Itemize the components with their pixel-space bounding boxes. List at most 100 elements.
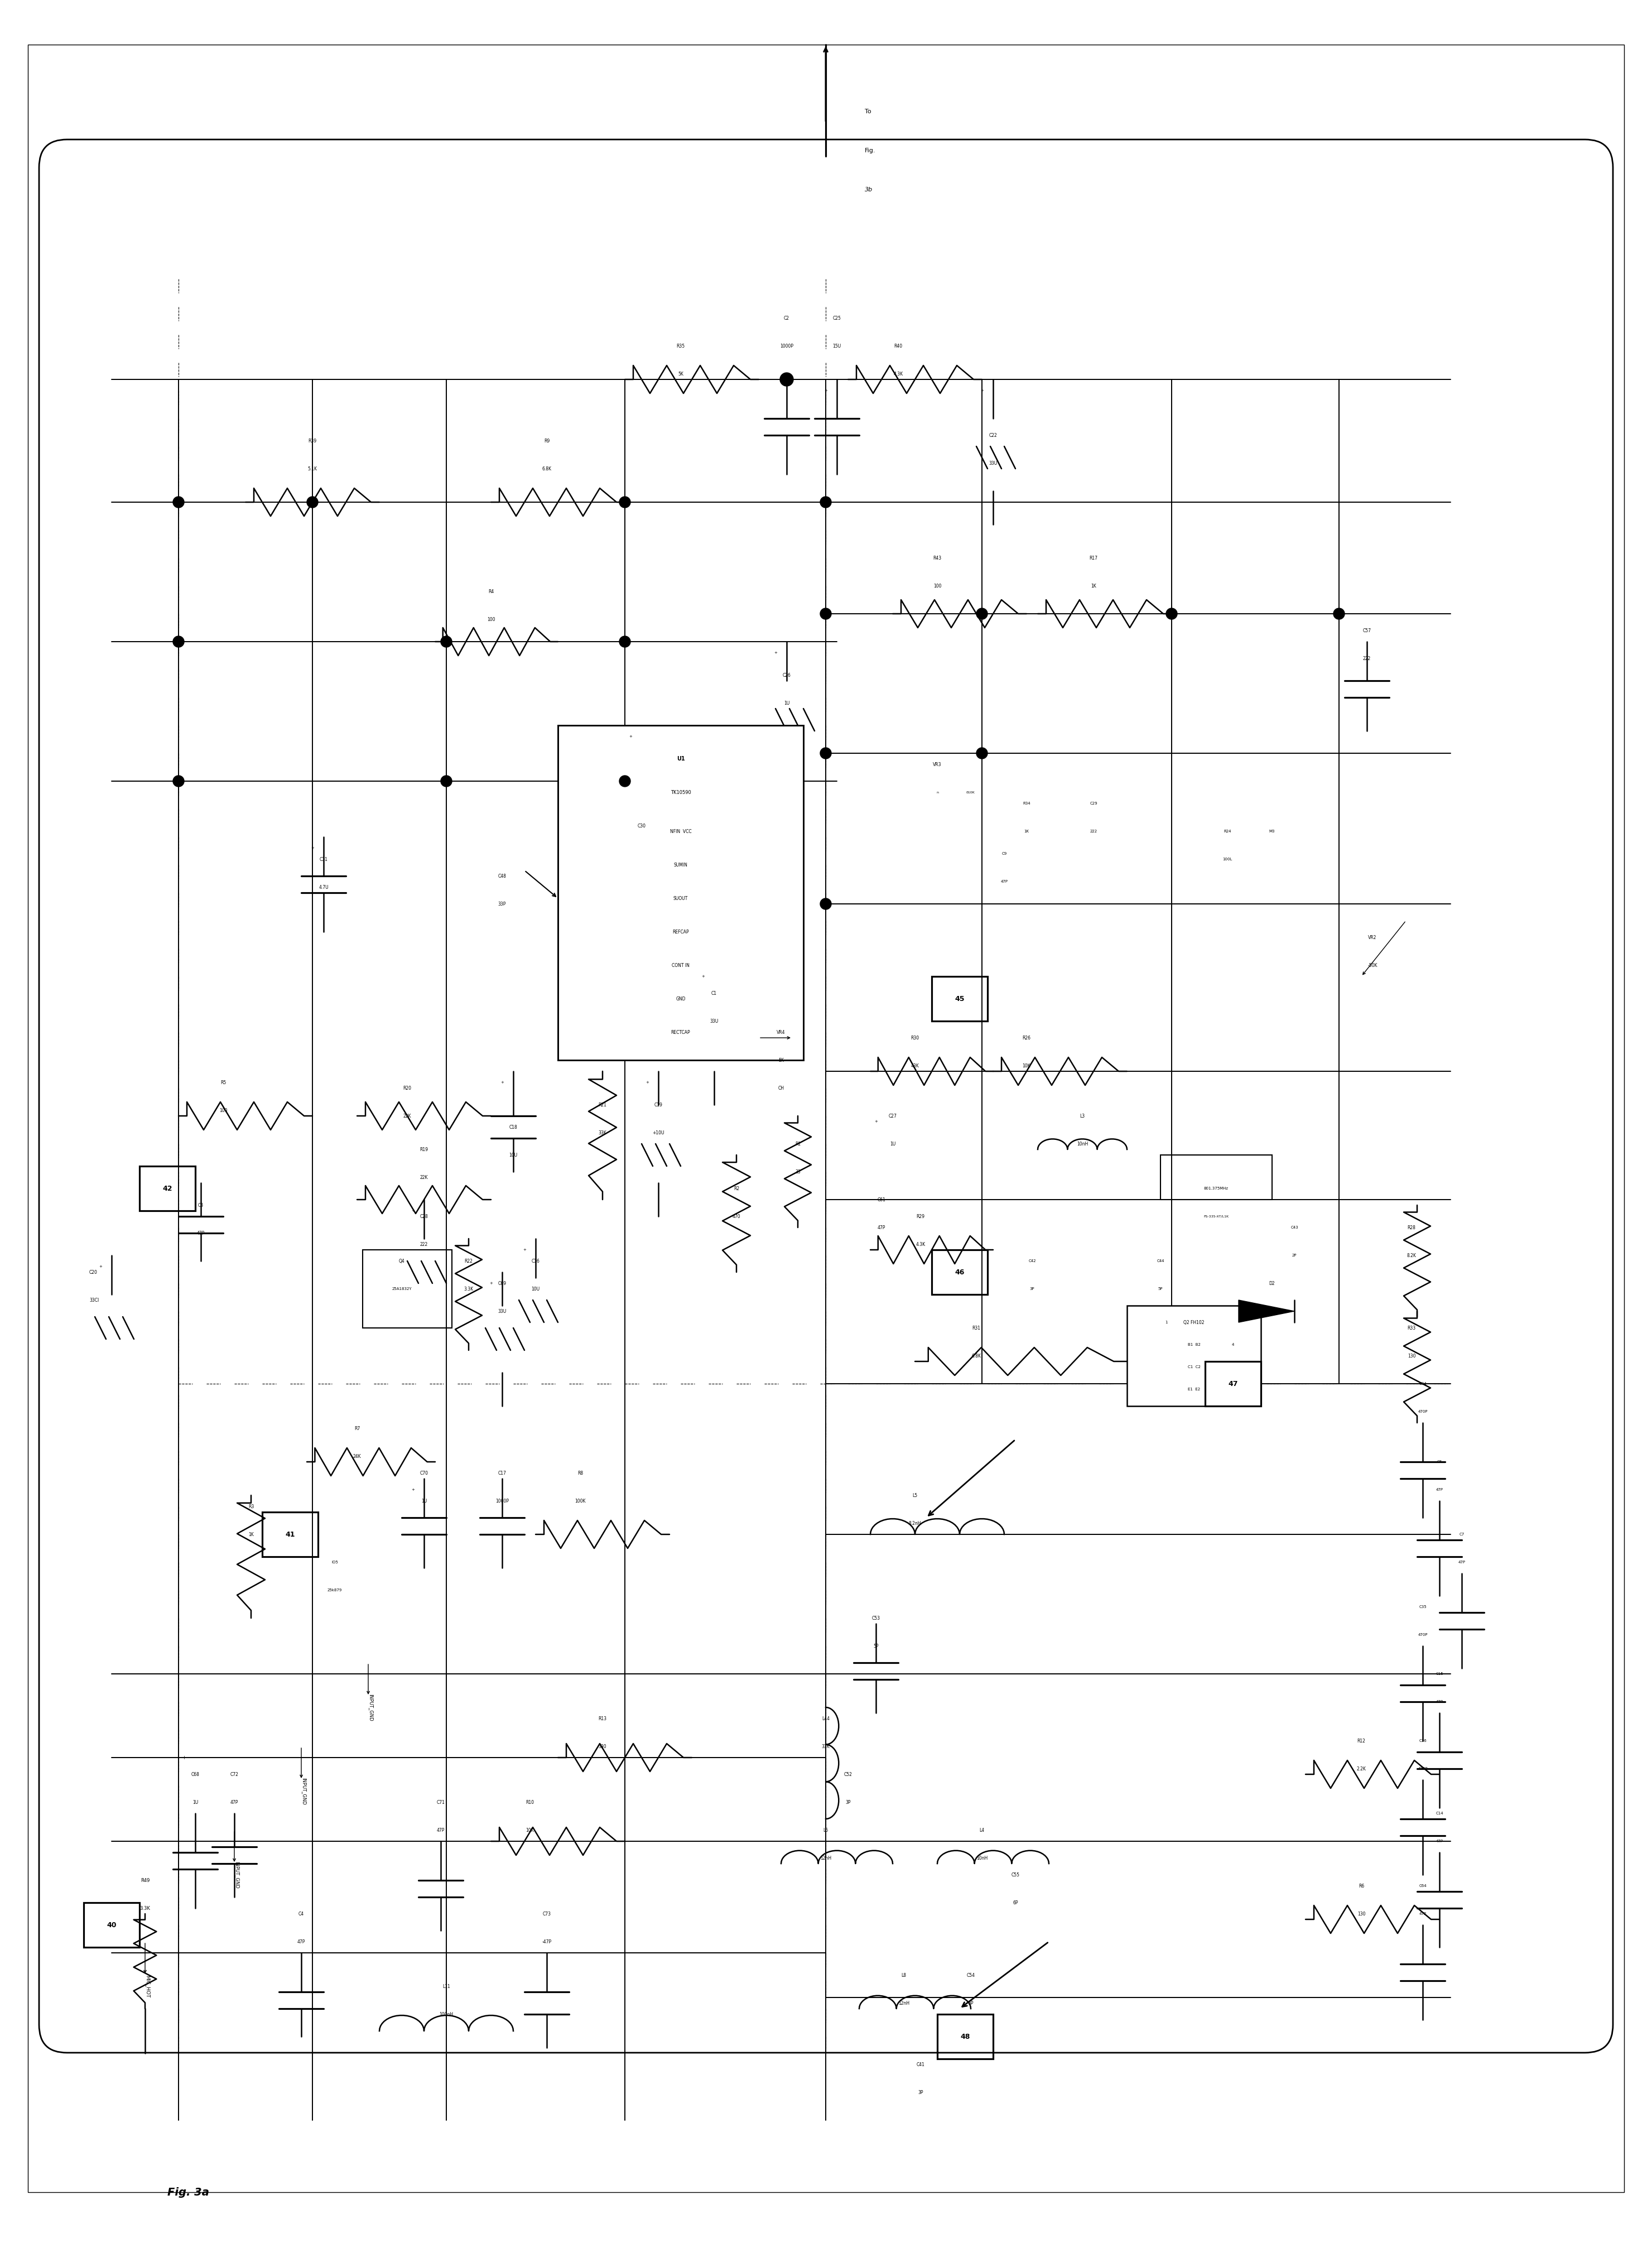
Text: R49: R49	[140, 1877, 150, 1884]
Text: R3: R3	[248, 1504, 254, 1508]
Text: 47P: 47P	[877, 1225, 885, 1230]
Text: 100L: 100L	[1222, 856, 1232, 861]
Text: L8: L8	[902, 1974, 907, 1978]
Text: 40: 40	[107, 1922, 116, 1929]
Bar	[1204, 1362, 1260, 1405]
Text: 12nH: 12nH	[899, 2001, 910, 2005]
Text: 45: 45	[955, 996, 965, 1003]
Text: Q4: Q4	[398, 1259, 405, 1263]
Text: R43: R43	[933, 555, 942, 560]
Text: 47P: 47P	[197, 1230, 205, 1236]
Text: 47P: 47P	[1419, 1913, 1426, 1915]
Text: 4.3K: 4.3K	[915, 1241, 925, 1248]
Text: R22: R22	[464, 1259, 472, 1263]
Text: 5P: 5P	[874, 1643, 879, 1648]
Text: 1: 1	[1165, 1320, 1168, 1324]
Text: C41: C41	[917, 2061, 925, 2066]
Text: 5K: 5K	[677, 371, 684, 375]
Text: 46: 46	[955, 1268, 965, 1277]
Text: 25k879: 25k879	[327, 1589, 342, 1592]
Text: 3.3K: 3.3K	[140, 1906, 150, 1911]
Text: 47P: 47P	[1459, 1560, 1465, 1565]
Text: FS-335-XT/L1K: FS-335-XT/L1K	[1204, 1214, 1229, 1218]
Text: C54: C54	[966, 1974, 975, 1978]
Text: R21: R21	[598, 1102, 606, 1108]
Text: C1: C1	[712, 991, 717, 996]
Circle shape	[620, 497, 631, 508]
Text: M3: M3	[1269, 830, 1275, 834]
Text: 222: 222	[1090, 830, 1097, 834]
Text: 100: 100	[487, 616, 496, 623]
Text: +: +	[522, 1248, 525, 1252]
Text: R10: R10	[525, 1801, 534, 1805]
Text: C70: C70	[420, 1470, 428, 1475]
Text: C30: C30	[638, 823, 646, 827]
Text: +: +	[629, 735, 633, 737]
Text: VR4: VR4	[776, 1030, 785, 1034]
Text: NFIN  VCC: NFIN VCC	[671, 830, 692, 834]
Text: 47P: 47P	[1436, 1699, 1444, 1704]
Text: 33P: 33P	[499, 901, 506, 906]
Text: SUMIN: SUMIN	[674, 863, 687, 868]
Text: 5K: 5K	[778, 1057, 783, 1063]
Text: n: n	[937, 791, 938, 794]
Text: 25A1832Y: 25A1832Y	[392, 1288, 411, 1290]
Text: C2: C2	[785, 315, 790, 321]
Text: 33: 33	[795, 1169, 801, 1173]
Text: Fig. 3a: Fig. 3a	[167, 2187, 210, 2199]
Text: C57: C57	[1363, 627, 1371, 634]
Bar	[139, 1167, 195, 1212]
Text: To: To	[864, 108, 871, 115]
Text: 5.1K: 5.1K	[307, 465, 317, 472]
Text: 47P: 47P	[230, 1801, 238, 1805]
Polygon shape	[1239, 1299, 1295, 1322]
Circle shape	[620, 636, 631, 647]
Text: IO5: IO5	[332, 1560, 339, 1565]
Text: 470P: 470P	[1417, 1632, 1427, 1637]
Text: REFCAP: REFCAP	[672, 928, 689, 935]
Text: 22K: 22K	[420, 1176, 428, 1180]
Text: 470: 470	[732, 1214, 740, 1218]
Text: 130: 130	[1358, 1911, 1365, 1915]
Text: 1000P: 1000P	[496, 1499, 509, 1504]
Text: +10U: +10U	[653, 1131, 664, 1135]
Text: R8: R8	[578, 1470, 583, 1475]
Text: 1U: 1U	[783, 701, 790, 706]
Text: 22K: 22K	[403, 1113, 411, 1120]
Text: 1K: 1K	[248, 1531, 254, 1538]
Text: INPUT_GND: INPUT_GND	[368, 1693, 373, 1722]
Text: +: +	[824, 389, 828, 391]
Text: 100nH: 100nH	[439, 2012, 453, 2016]
Text: 3P: 3P	[846, 1801, 851, 1805]
Text: 4: 4	[1232, 1342, 1234, 1347]
Text: -50K: -50K	[1368, 962, 1378, 969]
Text: +: +	[99, 1266, 102, 1268]
Text: R13: R13	[598, 1715, 606, 1722]
Bar	[1160, 1155, 1272, 1200]
Text: C16: C16	[532, 1259, 540, 1263]
Text: 4.3K: 4.3K	[894, 371, 904, 375]
Text: L5: L5	[912, 1493, 917, 1497]
Text: R35: R35	[676, 344, 686, 348]
Text: C3: C3	[198, 1203, 203, 1207]
Text: 10K: 10K	[525, 1828, 534, 1832]
Text: C34: C34	[1419, 1383, 1426, 1385]
Text: 47P: 47P	[297, 1940, 306, 1945]
Text: C4: C4	[299, 1911, 304, 1915]
Text: C17: C17	[497, 1470, 506, 1475]
Text: +: +	[702, 976, 705, 978]
Text: 15U: 15U	[833, 344, 841, 348]
Circle shape	[819, 899, 831, 910]
Text: C44: C44	[1156, 1259, 1165, 1263]
Text: 8.2K: 8.2K	[1408, 1252, 1416, 1259]
Circle shape	[819, 609, 831, 620]
Text: +: +	[411, 1209, 415, 1212]
Text: 2.2K: 2.2K	[1356, 1767, 1366, 1771]
Text: C43: C43	[1290, 1225, 1298, 1230]
Text: C31: C31	[319, 856, 327, 861]
Text: C36: C36	[1419, 1740, 1427, 1742]
Circle shape	[307, 497, 319, 508]
Text: R26: R26	[1023, 1036, 1031, 1041]
Text: VR3: VR3	[933, 762, 942, 767]
Text: 47P: 47P	[436, 1828, 444, 1832]
